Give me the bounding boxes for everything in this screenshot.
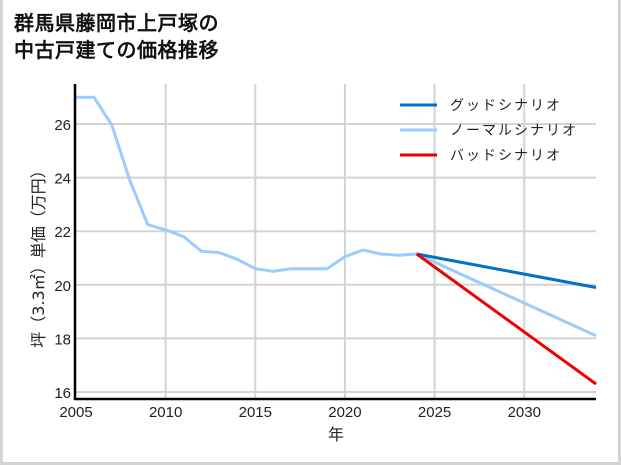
x-tick-label: 2025 — [418, 404, 451, 421]
y-tick-label: 18 — [54, 331, 71, 348]
chart-title: 群馬県藤岡市上戸塚の 中古戸建ての価格推移 — [14, 10, 219, 64]
title-line-2: 中古戸建ての価格推移 — [14, 38, 219, 62]
title-line-1: 群馬県藤岡市上戸塚の — [14, 11, 219, 35]
x-tick-label: 2030 — [508, 404, 541, 421]
x-tick-label: 2015 — [239, 404, 272, 421]
y-axis-label: 坪（3.3㎡）単価（万円） — [29, 162, 48, 347]
x-axis-label: 年 — [328, 425, 344, 444]
series-line — [76, 95, 597, 338]
legend-label: ノーマルシナリオ — [450, 123, 578, 139]
data-lines — [76, 95, 597, 386]
series-line — [416, 252, 597, 289]
axes — [73, 84, 596, 401]
series-line — [415, 252, 597, 386]
y-tick-label: 20 — [54, 278, 71, 295]
y-tick-label: 24 — [54, 171, 71, 188]
x-tick-label: 2010 — [149, 404, 182, 421]
legend-label: バッドシナリオ — [450, 148, 562, 164]
legend-label: グッドシナリオ — [450, 98, 562, 114]
grid-lines — [76, 84, 596, 399]
y-tick-label: 26 — [54, 117, 71, 134]
tick-labels: 2005 2010 2015 2020 2025 2030 16 18 20 22 24 26 — [54, 117, 541, 421]
x-tick-label: 2005 — [59, 404, 92, 421]
y-tick-label: 22 — [54, 224, 71, 241]
y-tick-label: 16 — [54, 385, 71, 402]
x-tick-label: 2020 — [328, 404, 361, 421]
